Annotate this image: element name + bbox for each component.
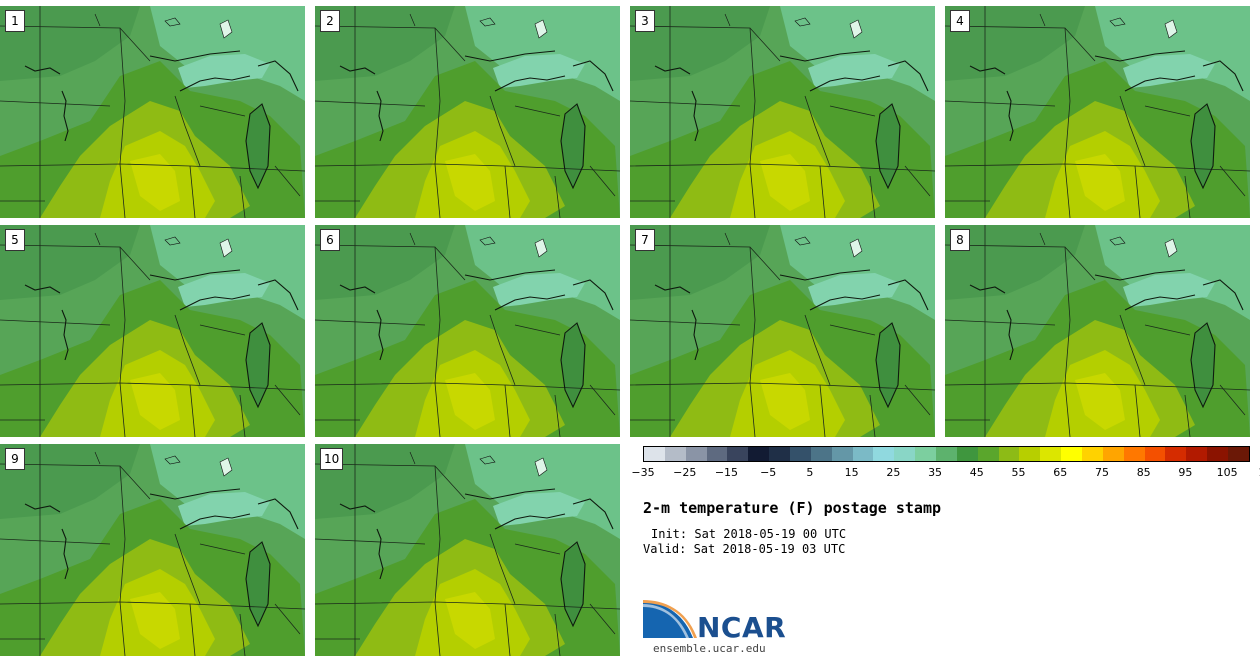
ncar-logo-icon <box>643 600 697 638</box>
colorbar-bin <box>727 447 749 461</box>
colorbar-tick: −25 <box>673 466 697 479</box>
member-map <box>630 225 935 437</box>
colorbar-bin <box>1082 447 1103 461</box>
colorbar-bin <box>956 447 978 461</box>
colorbar-tick: 85 <box>1136 466 1151 479</box>
colorbar-bin <box>810 447 832 461</box>
colorbar-tick: 15 <box>844 466 859 479</box>
ensemble-member-panel-1: 1 <box>0 6 305 218</box>
colorbar-bin <box>1144 447 1166 461</box>
ensemble-member-panel-4: 4 <box>945 6 1250 218</box>
ncar-logo-text: NCAR <box>697 611 787 644</box>
colorbar-bin <box>1019 447 1041 461</box>
colorbar-tick: 55 <box>1011 466 1026 479</box>
member-map <box>0 225 305 437</box>
colorbar-tick: −5 <box>760 466 777 479</box>
panel-number-label: 5 <box>5 229 25 251</box>
ensemble-member-panel-9: 9 <box>0 444 305 656</box>
panel-number-label: 6 <box>320 229 340 251</box>
colorbar-bin <box>664 447 686 461</box>
panel-number-label: 4 <box>950 10 970 32</box>
colorbar-bin <box>977 447 999 461</box>
colorbar-tick: −35 <box>631 466 655 479</box>
colorbar-bin <box>831 447 853 461</box>
member-map <box>630 6 935 218</box>
colorbar-bin <box>873 447 895 461</box>
member-map <box>315 6 620 218</box>
product-title: 2-m temperature (F) postage stamp <box>643 499 942 517</box>
colorbar-bin <box>1040 447 1062 461</box>
site-url: ensemble.ucar.edu <box>653 642 766 655</box>
colorbar-tick: −15 <box>714 466 739 479</box>
colorbar-bin <box>1165 447 1187 461</box>
panel-number-label: 10 <box>320 448 344 470</box>
colorbar-tick: 95 <box>1178 466 1193 479</box>
colorbar-bin <box>936 447 957 461</box>
ensemble-member-panel-6: 6 <box>315 225 620 437</box>
ensemble-member-panel-2: 2 <box>315 6 620 218</box>
colorbar-bin <box>1186 447 1208 461</box>
init-time: Init: Sat 2018-05-19 00 UTC <box>651 527 847 541</box>
panel-number-label: 7 <box>635 229 655 251</box>
panel-number-label: 2 <box>320 10 340 32</box>
ensemble-member-panel-8: 8 <box>945 225 1250 437</box>
colorbar-tick-labels: −35 −25 −15 −5 5 15 25 35 45 55 65 75 85 95 105 115 <box>631 466 1260 480</box>
member-map <box>0 444 305 656</box>
ensemble-member-panel-7: 7 <box>630 225 935 437</box>
colorbar-tick: 5 <box>806 466 814 479</box>
colorbar-bin <box>769 447 791 461</box>
colorbar-tick: 45 <box>969 466 984 479</box>
member-map <box>945 225 1250 437</box>
valid-time: Valid: Sat 2018-05-19 03 UTC <box>643 542 846 556</box>
ensemble-member-panel-3: 3 <box>630 6 935 218</box>
colorbar-bin <box>1228 447 1249 461</box>
panel-number-label: 3 <box>635 10 655 32</box>
colorbar-bin <box>1207 447 1229 461</box>
colorbar-tick: 65 <box>1053 466 1068 479</box>
member-map <box>0 6 305 218</box>
temperature-colorbar <box>643 446 1250 462</box>
member-map <box>315 225 620 437</box>
panel-number-label: 8 <box>950 229 970 251</box>
colorbar-tick: 35 <box>928 466 943 479</box>
colorbar-bin <box>1102 447 1124 461</box>
colorbar-tick: 115 <box>1258 466 1260 479</box>
panel-number-label: 9 <box>5 448 25 470</box>
colorbar-bin <box>644 447 665 461</box>
colorbar-tick: 25 <box>886 466 901 479</box>
ensemble-member-panel-5: 5 <box>0 225 305 437</box>
colorbar-bin <box>685 447 707 461</box>
colorbar-bin <box>852 447 874 461</box>
colorbar-bin <box>706 447 728 461</box>
colorbar-bin <box>748 447 770 461</box>
colorbar-bin <box>998 447 1020 461</box>
colorbar-bin <box>915 447 937 461</box>
ensemble-member-panel-10: 10 <box>315 444 620 656</box>
panel-number-label: 1 <box>5 10 25 32</box>
colorbar-bin <box>1123 447 1145 461</box>
colorbar-bin <box>894 447 916 461</box>
colorbar-bin <box>790 447 811 461</box>
member-map <box>945 6 1250 218</box>
member-map <box>315 444 620 656</box>
colorbar-bin <box>1061 447 1083 461</box>
colorbar-tick: 75 <box>1094 466 1109 479</box>
colorbar-tick: 105 <box>1216 466 1238 479</box>
